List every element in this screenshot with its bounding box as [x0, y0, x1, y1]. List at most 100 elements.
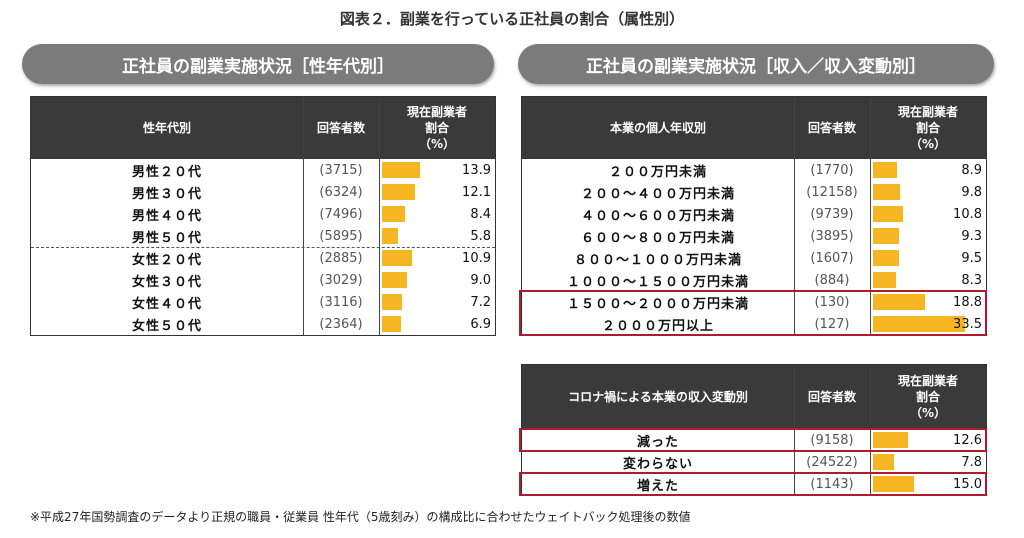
category-label: 女性２０代	[131, 252, 202, 268]
respondent-count: (3715)	[319, 162, 363, 178]
count-column-header: 回答者数	[807, 121, 856, 135]
rate-value-label: 9.5	[961, 250, 982, 266]
respondent-count: (5895)	[319, 228, 363, 244]
category-label: ８００～１０００万円未満	[573, 252, 742, 268]
table-row: 女性３０代 (3029) 9.0	[31, 269, 495, 291]
rate-value-label: 12.1	[462, 184, 491, 200]
rate-cell: 13.9	[379, 159, 495, 181]
income-change-table: コロナ禍による本業の収入変動別 回答者数 現在副業者 割合 （%） 減った (9158) 12…	[519, 364, 987, 496]
category-label: 男性３０代	[131, 186, 202, 202]
category-label: 女性５０代	[131, 318, 202, 334]
value-column-header: 現在副業者 割合 （%）	[870, 97, 986, 159]
rate-cell: 8.9	[870, 159, 986, 181]
category-column-header: 本業の個人年収別	[609, 121, 706, 135]
rate-value-label: 9.8	[961, 184, 982, 200]
respondent-count: (127)	[814, 316, 850, 332]
category-label: ４００～６００万円未満	[580, 208, 735, 224]
footnote: ※平成27年国勢調査のデータより正規の職員・従業員 性年代（5歳刻み）の構成比に…	[30, 510, 691, 524]
rate-bar	[873, 206, 903, 222]
rate-cell: 7.2	[379, 291, 495, 313]
category-label: ２００万円未満	[608, 164, 707, 180]
rate-cell: 12.1	[379, 181, 495, 203]
respondent-count: (130)	[814, 294, 850, 310]
rate-value-label: 12.6	[953, 432, 982, 448]
rate-value-label: 8.3	[961, 272, 982, 288]
table-row: ２００～４００万円未満 (12158) 9.8	[522, 181, 986, 203]
rate-value-label: 18.8	[953, 294, 982, 310]
value-header-line: 現在副業者	[897, 374, 958, 388]
rate-bar	[873, 184, 900, 200]
rate-value-label: 15.0	[953, 476, 982, 492]
rate-value-label: 6.9	[470, 316, 491, 332]
rate-bar	[873, 228, 899, 244]
group-divider	[31, 247, 495, 249]
category-label: 女性４０代	[131, 296, 202, 312]
table-row: 男性２０代 (3715) 13.9	[31, 159, 495, 181]
highlight-box	[519, 290, 987, 336]
category-label: 男性４０代	[131, 208, 202, 224]
rate-bar	[873, 272, 896, 288]
column-divider	[379, 97, 380, 335]
value-header-line: 割合	[424, 121, 449, 135]
respondent-count: (3116)	[319, 294, 363, 310]
rate-cell: 33.5	[870, 313, 986, 335]
rate-cell: 10.8	[870, 203, 986, 225]
rate-cell: 8.4	[379, 203, 495, 225]
category-label: 女性３０代	[131, 274, 202, 290]
rate-value-label: 9.3	[961, 228, 982, 244]
rate-cell: 9.3	[870, 225, 986, 247]
rate-value-label: 33.5	[953, 316, 982, 332]
count-column-header: 回答者数	[807, 390, 856, 404]
rate-cell: 9.5	[870, 247, 986, 269]
table-row: 女性２０代 (2885) 10.9	[31, 247, 495, 269]
table-row: 減った (9158) 12.6	[522, 429, 986, 451]
respondent-count: (884)	[814, 272, 850, 288]
rate-bar	[873, 432, 908, 448]
rate-value-label: 7.8	[961, 454, 982, 470]
column-divider	[870, 365, 871, 495]
category-label: 変わらない	[622, 456, 693, 472]
value-column-header: 現在副業者 割合 （%）	[379, 97, 495, 159]
table-row: 変わらない (24522) 7.8	[522, 451, 986, 473]
category-label: 男性５０代	[131, 230, 202, 246]
value-column-header: 現在副業者 割合 （%）	[870, 365, 986, 429]
table-row: ４００～６００万円未満 (9739) 10.8	[522, 203, 986, 225]
value-header-line: （%）	[909, 406, 946, 420]
category-label: 減った	[636, 434, 679, 450]
value-header-lines: 現在副業者 割合 （%）	[407, 104, 467, 152]
respondent-count: (7496)	[319, 206, 363, 222]
category-label: ２０００万円以上	[601, 318, 714, 334]
rate-cell: 7.8	[870, 451, 986, 473]
rate-bar	[873, 294, 925, 310]
respondent-count: (6324)	[319, 184, 363, 200]
value-header-line: 割合	[915, 121, 940, 135]
highlight-box	[519, 472, 987, 496]
rate-cell: 10.9	[379, 247, 495, 269]
respondent-count: (2885)	[319, 250, 363, 266]
rate-bar	[382, 250, 412, 266]
rate-cell: 5.8	[379, 225, 495, 247]
rate-bar	[873, 250, 900, 266]
table-row: 増えた (1143) 15.0	[522, 473, 986, 495]
category-label: １０００～１５００万円未満	[566, 274, 749, 290]
respondent-count: (2364)	[319, 316, 363, 332]
column-divider	[303, 97, 304, 335]
respondent-count: (9158)	[810, 432, 854, 448]
rate-value-label: 7.2	[470, 294, 491, 310]
value-header-lines: 現在副業者 割合 （%）	[898, 373, 958, 421]
column-divider	[794, 365, 795, 495]
rate-bar	[873, 476, 915, 492]
rate-value-label: 9.0	[470, 272, 491, 288]
table-row: 女性４０代 (3116) 7.2	[31, 291, 495, 313]
table-row: 男性３０代 (6324) 12.1	[31, 181, 495, 203]
category-label: ６００～８００万円未満	[580, 230, 735, 246]
table-row: １０００～１５００万円未満 (884) 8.3	[522, 269, 986, 291]
respondent-count: (1770)	[810, 162, 854, 178]
table-header: 本業の個人年収別 回答者数 現在副業者 割合 （%）	[522, 97, 986, 159]
table-row: ６００～８００万円未満 (3895) 9.3	[522, 225, 986, 247]
rate-bar	[382, 184, 416, 200]
count-column-header: 回答者数	[316, 121, 365, 135]
rate-value-label: 13.9	[462, 162, 491, 178]
table-row: 男性５０代 (5895) 5.8	[31, 225, 495, 247]
category-label: 増えた	[636, 478, 679, 494]
